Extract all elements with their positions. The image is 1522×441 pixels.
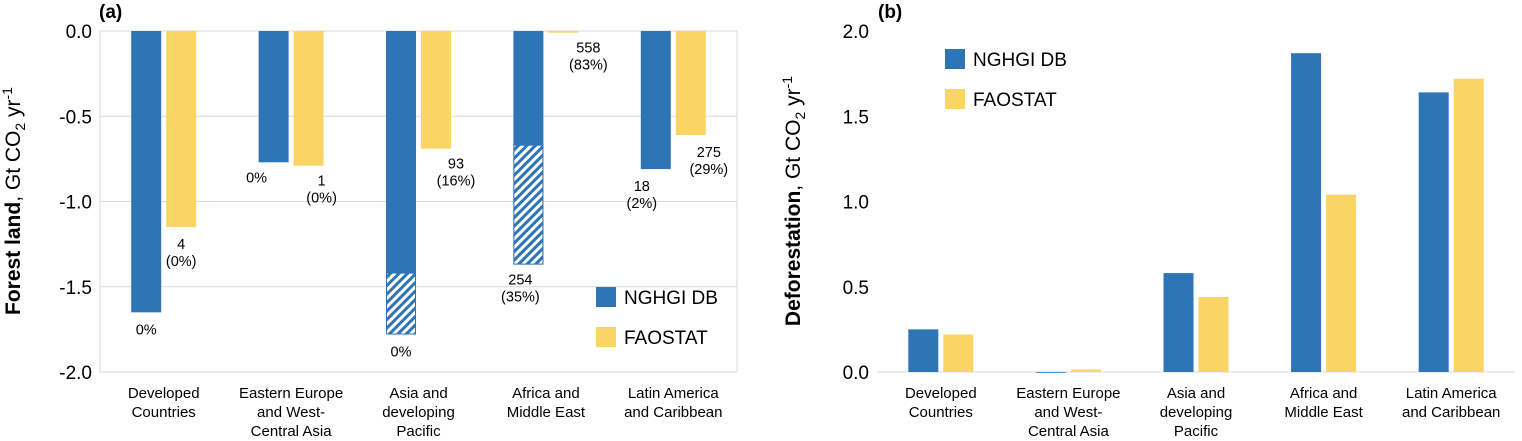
panel-b-legend: NGHGI DB FAOSTAT bbox=[932, 42, 1140, 122]
panel-a-y-axis-label: Forest land, Gt CO2 yr-1 bbox=[0, 87, 28, 315]
data-annotation: 18 (2%) bbox=[626, 179, 657, 212]
nghgi-bar-3-hatched-segment bbox=[513, 144, 544, 265]
nghgi-bar-3 bbox=[1291, 53, 1322, 372]
y-tick-label: 0.5 bbox=[843, 278, 869, 299]
legend-swatch-nghgi bbox=[945, 49, 965, 69]
y-tick-label: -1.5 bbox=[59, 278, 92, 299]
nghgi-bar-4 bbox=[640, 31, 671, 170]
y-tick-label: -2.0 bbox=[59, 363, 92, 384]
y-tick-label: 1.0 bbox=[843, 193, 869, 214]
y-tick-label: 2.0 bbox=[843, 22, 869, 43]
x-category-label: Asia and developing Pacific bbox=[382, 385, 455, 440]
faostat-bar-4 bbox=[1453, 78, 1484, 373]
data-annotation: 558 (83%) bbox=[569, 41, 608, 74]
y-tick-label: -0.5 bbox=[59, 107, 92, 128]
x-category-label: Latin America and Caribbean bbox=[1402, 385, 1500, 421]
nghgi-bar-2 bbox=[1163, 273, 1194, 372]
y-tick-label: 0.0 bbox=[66, 22, 92, 43]
panel-a-forest-land: (a) Forest land, Gt CO2 yr-1 0.0 -0.5 -1.0… bbox=[0, 2, 738, 440]
x-category-label: Latin America and Caribbean bbox=[624, 385, 722, 421]
legend-swatch-faostat bbox=[945, 89, 965, 109]
legend-label-nghgi: NGHGI DB bbox=[973, 50, 1067, 71]
data-annotation: 4 (0%) bbox=[166, 237, 197, 270]
panel-a-legend: NGHGI DB FAOSTAT bbox=[596, 287, 718, 349]
x-category-label: Asia and developing Pacific bbox=[1160, 385, 1233, 440]
nghgi-bar-2-hatched-segment bbox=[386, 272, 416, 335]
legend-swatch-nghgi bbox=[596, 287, 616, 307]
legend-box bbox=[932, 42, 1140, 122]
panel-b-deforestation: (b) Deforestation, Gt CO2 yr-1 2.0 1.5 1.0… bbox=[779, 2, 1515, 440]
faostat-bar-2 bbox=[421, 31, 451, 149]
faostat-bar-2 bbox=[1198, 296, 1229, 372]
x-category-label: Eastern Europe and West-Central Asia bbox=[1016, 385, 1120, 440]
data-annotation: 1 (0%) bbox=[306, 174, 337, 207]
nghgi-bar-0 bbox=[131, 31, 162, 313]
panel-a-label: (a) bbox=[99, 2, 122, 23]
faostat-bar-4 bbox=[675, 31, 706, 136]
data-annotation: 254 (35%) bbox=[501, 273, 540, 306]
data-annotation: 0% bbox=[246, 170, 267, 186]
nghgi-bar-0 bbox=[908, 329, 939, 372]
x-category-label: Africa and Middle East bbox=[1284, 385, 1363, 421]
x-category-label: Eastern Europe and West-Central Asia bbox=[239, 385, 343, 440]
faostat-bar-1 bbox=[1070, 369, 1101, 372]
faostat-bar-0 bbox=[943, 334, 974, 372]
x-category-label: Developed Countries bbox=[905, 385, 977, 421]
legend-label-faostat: FAOSTAT bbox=[624, 328, 708, 349]
panel-b-label: (b) bbox=[878, 2, 902, 23]
data-annotation: 0% bbox=[391, 344, 412, 360]
data-annotation: 275 (29%) bbox=[689, 145, 728, 178]
y-tick-label: -1.0 bbox=[59, 193, 92, 214]
data-annotation: 93 (16%) bbox=[437, 157, 476, 190]
nghgi-bar-1 bbox=[258, 31, 289, 163]
x-category-label: Africa and Middle East bbox=[507, 385, 586, 421]
nghgi-bar-4 bbox=[1418, 92, 1449, 372]
nghgi-bar-1 bbox=[1035, 372, 1066, 373]
panel-b-y-axis-label: Deforestation, Gt CO2 yr-1 bbox=[779, 76, 808, 326]
y-tick-label: 0.0 bbox=[843, 363, 869, 384]
faostat-bar-3 bbox=[1326, 194, 1357, 372]
legend-label-nghgi: NGHGI DB bbox=[624, 288, 718, 309]
faostat-bar-1 bbox=[293, 31, 324, 166]
legend-swatch-faostat bbox=[596, 327, 616, 347]
data-annotation: 0% bbox=[136, 322, 157, 338]
faostat-bar-0 bbox=[166, 31, 197, 228]
faostat-bar-3 bbox=[548, 31, 579, 33]
x-category-label: Developed Countries bbox=[128, 385, 200, 421]
legend-label-faostat: FAOSTAT bbox=[973, 90, 1057, 111]
y-tick-label: 1.5 bbox=[843, 107, 869, 128]
